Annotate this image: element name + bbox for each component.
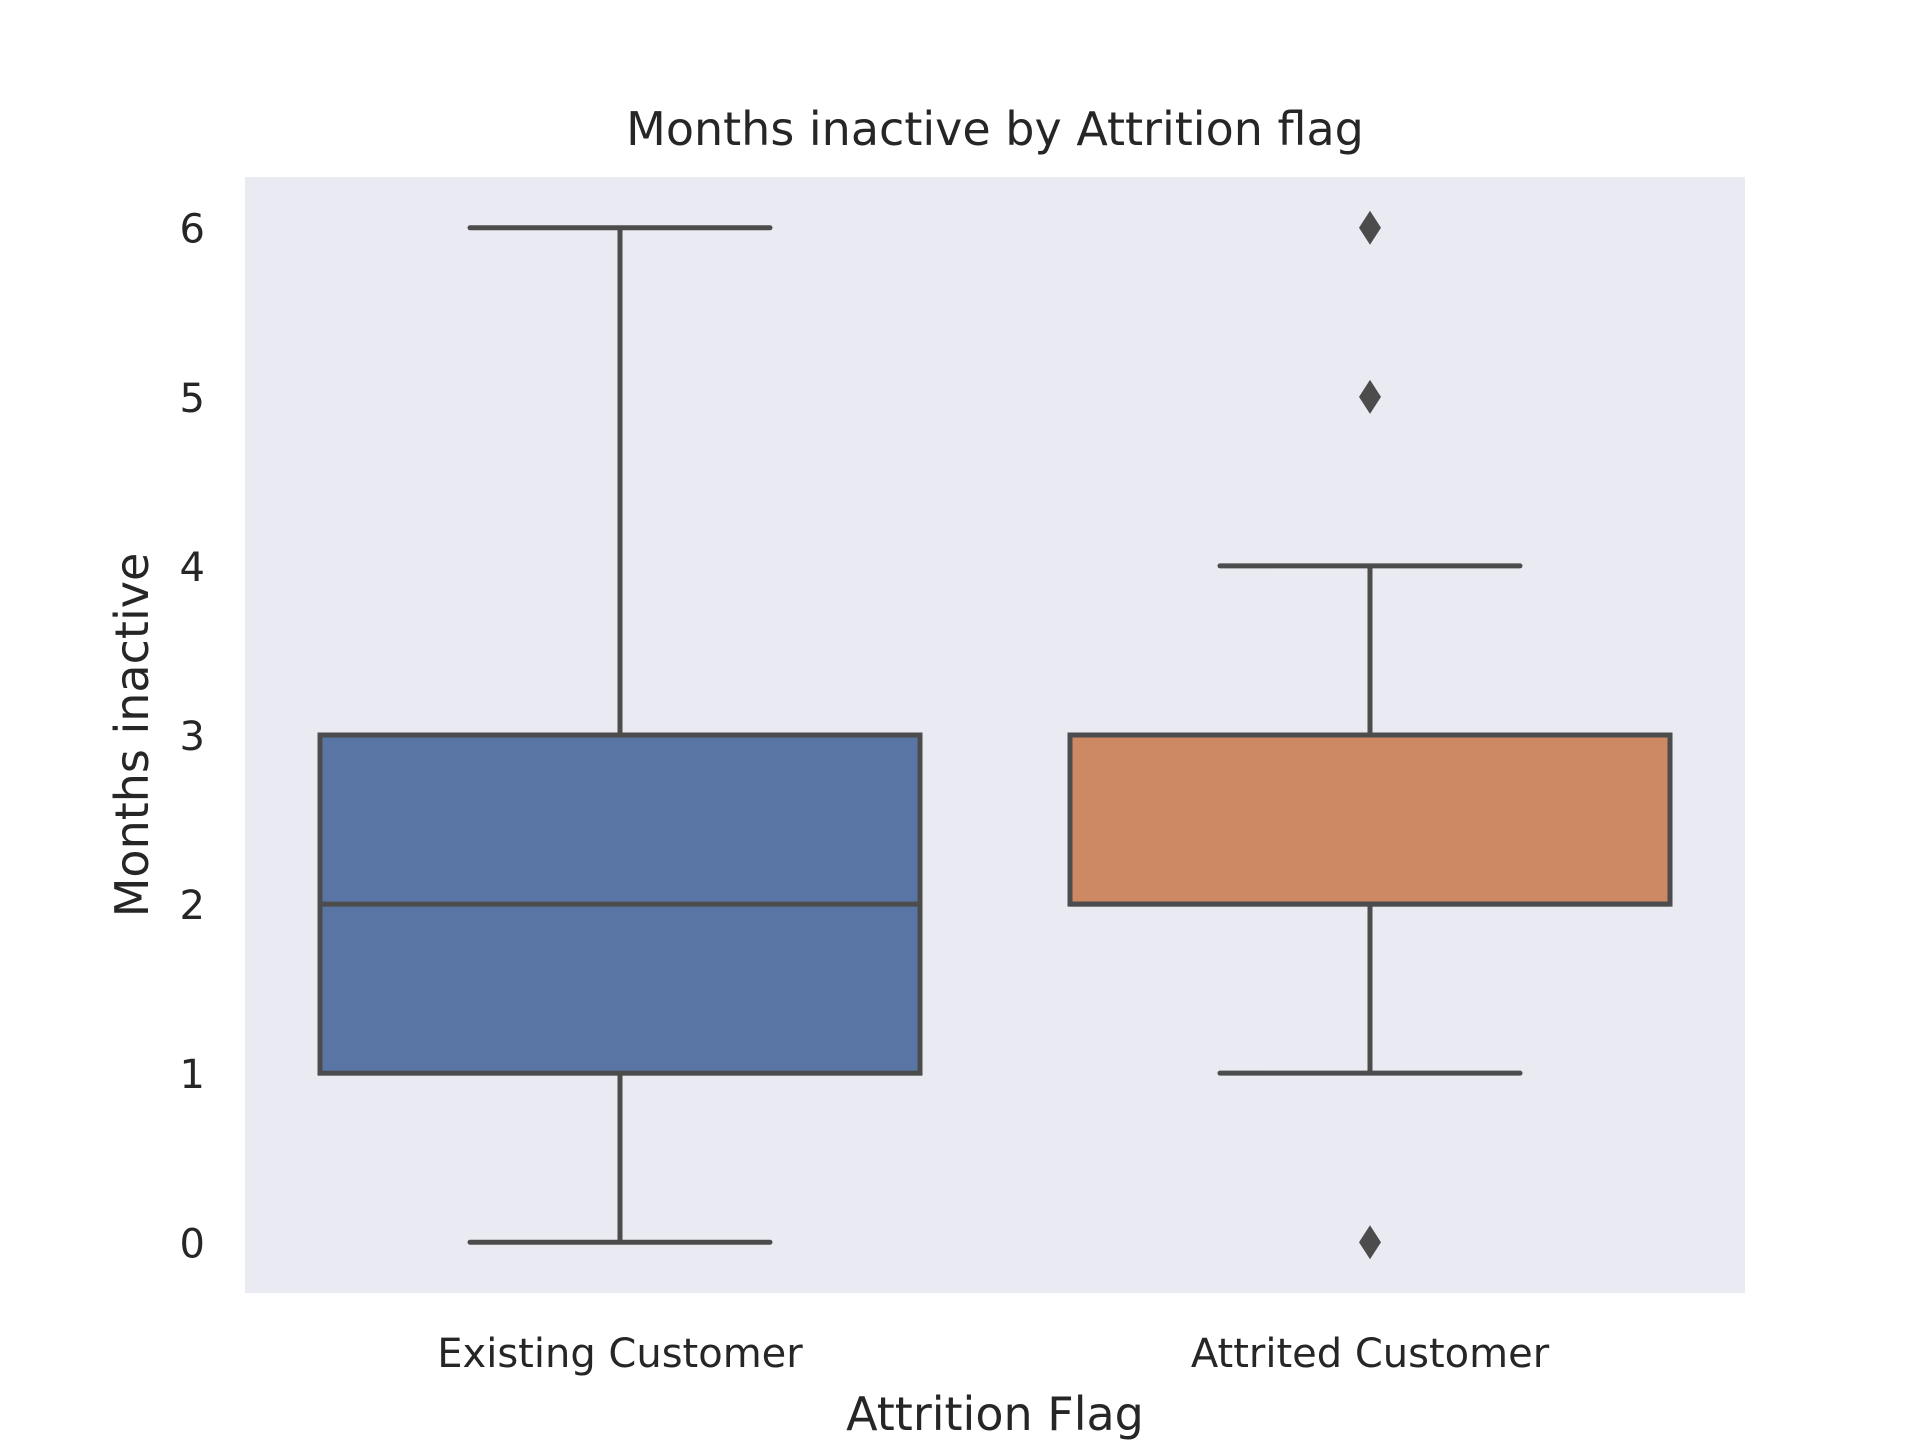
y-tick-label: 5 [180,376,205,422]
y-tick-label: 2 [180,883,205,929]
chart-title: Months inactive by Attrition flag [626,102,1364,156]
boxes-layer [317,210,1673,1260]
box-group [1067,210,1673,1260]
y-tick-label: 0 [180,1221,205,1267]
outlier-point [1359,210,1381,245]
box-iqr [1067,732,1673,907]
box-group [317,225,923,1245]
x-tick-labels: Existing Customer Attrited Customer [437,1331,1549,1377]
outlier-point [1359,1225,1381,1260]
x-tick-label: Existing Customer [437,1331,803,1377]
y-tick-labels: 0 1 2 3 4 5 6 [180,207,205,1268]
y-tick-label: 6 [180,207,205,253]
y-tick-label: 4 [180,545,205,591]
outlier-point [1359,379,1381,414]
y-tick-label: 1 [180,1052,205,1098]
y-axis-label: Months inactive [105,553,159,918]
x-axis-label: Attrition Flag [846,1387,1144,1440]
x-tick-label: Attrited Customer [1191,1331,1550,1377]
y-tick-label: 3 [180,714,205,760]
